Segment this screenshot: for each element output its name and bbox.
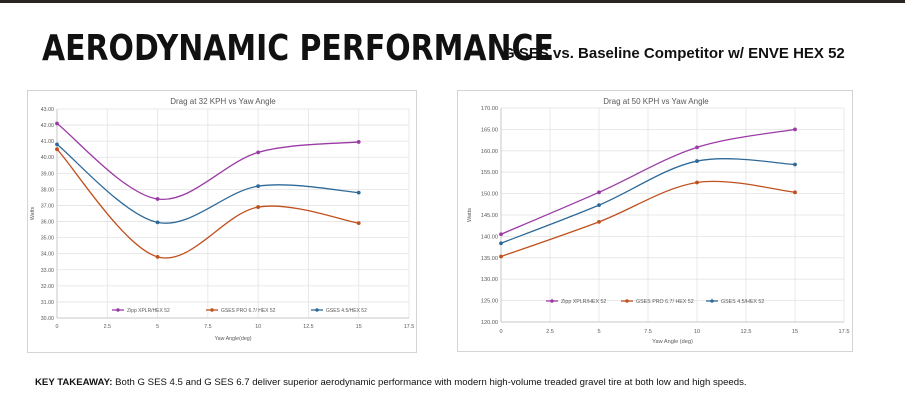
y-axis-label: Watts — [467, 208, 473, 222]
x-tick-label: 15 — [356, 324, 362, 330]
series-line-3 — [500, 158, 796, 244]
y-tick-label: 40.00 — [41, 155, 54, 161]
data-point — [256, 150, 261, 155]
y-tick-label: 150.00 — [481, 192, 498, 198]
chart-panel-32kph: Drag at 32 KPH vs Yaw Angle 30.00 31.00 32.… — [27, 90, 417, 353]
top-border — [0, 0, 905, 3]
series-line-3 — [56, 143, 359, 224]
data-point — [256, 205, 261, 209]
y-tick-label: 165.00 — [481, 127, 498, 133]
x-tick-label: 2.5 — [546, 329, 554, 335]
y-tick-label: 33.00 — [41, 268, 54, 274]
y-tick-label: 36.00 — [41, 220, 54, 226]
x-tick-label: 17.5 — [839, 329, 850, 335]
data-point — [597, 203, 601, 208]
data-point — [499, 241, 503, 246]
legend-label: Zipp XPLR/HEX 52 — [127, 308, 170, 314]
x-tick-label: 10 — [694, 329, 700, 335]
data-point — [597, 190, 601, 195]
data-point — [695, 159, 699, 163]
series-line-1 — [500, 128, 796, 235]
data-point — [155, 220, 160, 225]
y-tick-label: 155.00 — [481, 170, 498, 176]
y-tick-label: 32.00 — [41, 284, 54, 290]
x-tick-label: 7.5 — [204, 324, 211, 330]
legend-marker — [625, 299, 629, 303]
legend-label: Zipp XPLR/HEX 52 — [561, 299, 606, 305]
data-point — [499, 232, 503, 237]
data-point — [695, 180, 699, 185]
y-tick-label: 140.00 — [481, 234, 498, 240]
y-tick-label: 120.00 — [481, 320, 498, 326]
x-tick-label: 15 — [792, 329, 798, 335]
data-point — [256, 184, 261, 189]
data-point — [793, 127, 797, 132]
data-point — [356, 140, 361, 144]
y-tick-label: 38.00 — [41, 187, 54, 193]
y-tick-label: 130.00 — [481, 277, 498, 283]
key-takeaway-text: Both G SES 4.5 and G SES 6.7 deliver sup… — [112, 377, 747, 388]
legend-label: GSES PRO 6.7/ HEX 52 — [636, 299, 694, 305]
y-tick-label: 41.00 — [41, 139, 54, 145]
series-line-2 — [56, 148, 359, 259]
drag-50kph-chart: Drag at 50 KPH vs Yaw Angle 120.00 125.00 1… — [467, 97, 850, 345]
series-line-2 — [500, 180, 796, 258]
chart-panel-50kph: Drag at 50 KPH vs Yaw Angle 120.00 125.00 1… — [457, 90, 853, 352]
data-point — [356, 221, 361, 226]
x-tick-label: 7.5 — [644, 329, 652, 335]
page-subtitle: G SES vs. Baseline Competitor w/ ENVE HE… — [503, 45, 845, 62]
data-point — [793, 162, 797, 167]
y-tick-label: 34.00 — [41, 252, 54, 258]
x-tick-label: 10 — [255, 324, 261, 330]
x-tick-label: 0 — [56, 324, 59, 330]
legend-marker — [116, 308, 120, 312]
data-point — [155, 197, 160, 201]
x-axis-label: Yaw Angle (deg) — [652, 339, 693, 345]
data-point — [793, 190, 797, 195]
page-title: AERODYNAMIC PERFORMANCE — [42, 28, 554, 69]
legend-marker — [210, 308, 214, 312]
y-tick-label: 170.00 — [481, 106, 498, 112]
y-tick-label: 125.00 — [481, 299, 498, 305]
chart-title: Drag at 50 KPH vs Yaw Angle — [603, 97, 709, 106]
legend-marker — [315, 308, 319, 312]
y-axis-label: Watts — [30, 206, 36, 220]
x-axis-label: Yaw Angle(deg) — [214, 336, 251, 342]
legend-label: GSES 4.5/HEX 52 — [326, 308, 367, 314]
data-point — [55, 142, 59, 147]
key-takeaway-label: KEY TAKEAWAY: — [35, 377, 113, 388]
data-point — [356, 190, 361, 195]
x-tick-label: 12.5 — [303, 324, 313, 330]
x-tick-label: 12.5 — [741, 329, 752, 335]
data-point — [597, 219, 601, 224]
chart-title: Drag at 32 KPH vs Yaw Angle — [170, 97, 276, 106]
y-tick-label: 43.00 — [41, 107, 54, 113]
legend-label: GSES PRO 6.7/ HEX 52 — [221, 308, 276, 314]
y-tick-label: 42.00 — [41, 123, 54, 129]
y-tick-label: 37.00 — [41, 203, 54, 209]
data-point — [695, 145, 699, 150]
data-point — [155, 255, 160, 259]
x-tick-label: 5 — [156, 324, 159, 330]
x-tick-label: 2.5 — [104, 324, 111, 330]
legend-label: GSES 4.5/HEX 52 — [721, 299, 764, 305]
x-tick-label: 17.5 — [404, 324, 414, 330]
key-takeaway: KEY TAKEAWAY: Both G SES 4.5 and G SES 6… — [35, 377, 747, 388]
legend-marker — [550, 299, 554, 303]
y-tick-label: 31.00 — [41, 300, 54, 306]
data-point — [499, 254, 503, 259]
y-tick-label: 160.00 — [481, 149, 498, 155]
y-tick-label: 145.00 — [481, 213, 498, 219]
legend-marker — [710, 299, 714, 303]
series-line-1 — [56, 122, 359, 200]
x-tick-label: 5 — [597, 329, 600, 335]
x-tick-label: 0 — [499, 329, 502, 335]
drag-32kph-chart: Drag at 32 KPH vs Yaw Angle 30.00 31.00 32.… — [30, 97, 414, 342]
y-tick-label: 30.00 — [41, 316, 54, 322]
y-tick-label: 39.00 — [41, 171, 54, 177]
y-tick-label: 35.00 — [41, 236, 54, 242]
data-point — [55, 121, 59, 126]
data-point — [55, 147, 59, 152]
y-tick-label: 135.00 — [481, 256, 498, 262]
